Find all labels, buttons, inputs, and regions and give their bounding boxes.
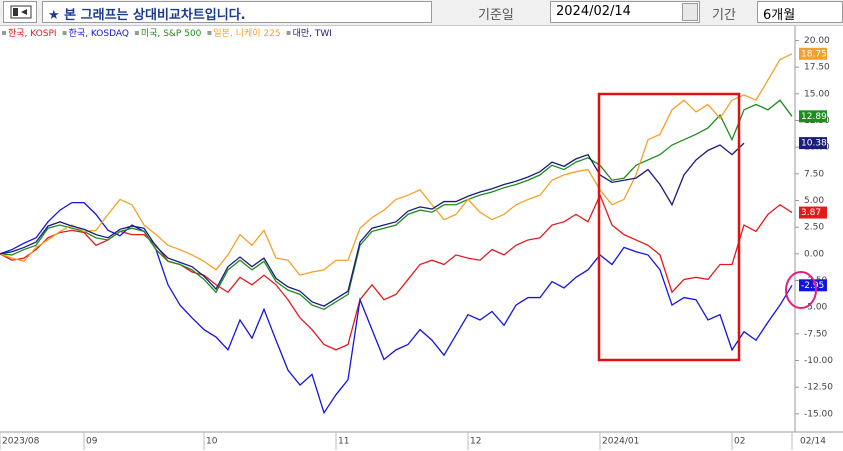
y-tick-label: 5.00 [804,196,824,206]
icon [10,5,32,19]
notice: ★ 본 그래프는 상대비교차트입니다. [42,1,432,23]
y-tick-label: -7.50 [804,329,828,339]
chart: 20.0017.5015.0012.5010.007.505.002.500.0… [0,26,843,450]
y-tick-label: 0.00 [804,249,824,259]
last-value-label: -2.95 [801,281,824,291]
legend-label: 미국, S&P 500 [141,28,202,39]
y-tick-label: -10.00 [804,356,833,366]
period-select[interactable]: 6개월 [757,1,843,23]
legend-label: 대만, TWI [293,28,332,39]
y-tick-label: -5.00 [804,303,828,313]
period-label: 기간 [712,8,736,23]
x-tick-label: 09 [86,437,98,447]
y-tick-label: -15.00 [804,409,833,419]
last-value-label: 12.89 [801,112,827,122]
y-tick-label: 17.50 [804,63,830,73]
legend-marker [134,31,139,35]
y-tick-label: 20.00 [804,36,830,46]
x-tick-label: 2024/01 [602,437,639,447]
last-value-tag [799,137,827,150]
x-tick-label: 11 [338,437,349,447]
x-tick-label: 10 [206,437,218,447]
legend-label: 일본, 니케이 225 [213,28,280,39]
y-tick-label: 15.00 [804,89,830,99]
highlight-box [597,92,741,362]
x-tick-label: 2023/08 [2,437,40,447]
series-line [0,53,793,276]
legend-label: 한국, KOSPI [8,28,57,39]
highlight-circle [785,271,817,309]
y-tick-label: 2.50 [804,223,824,233]
last-value-tag [799,279,827,292]
base-date-label: 기준일 [478,8,514,23]
legend-marker [286,31,291,35]
base-date-input[interactable]: 2024/02/14 [550,1,700,23]
last-value-label: 3.87 [801,208,821,218]
menu-icon[interactable] [3,1,37,23]
y-tick-label: 7.50 [804,169,824,179]
legend-label: 한국, KOSDAQ [69,28,129,39]
last-value-label: 10.38 [801,139,827,149]
legend-marker [207,31,212,35]
legend-marker [2,31,6,35]
last-value-label: 18.75 [801,49,827,59]
last-value-tag [799,47,827,60]
last-value-tag [799,110,827,123]
series-line [0,142,745,307]
last-value-tag [799,206,827,219]
series-line [0,99,793,311]
x-tick-label: 02/14 [800,437,826,447]
toolbar: ★ 본 그래프는 상대비교차트입니다. 기준일 2024/02/14 기간 6개… [0,0,843,26]
calendar-button[interactable] [682,3,698,21]
series-line [0,201,793,415]
x-tick-label: 02 [734,437,745,447]
y-tick-label: -12.50 [804,383,833,393]
legend-marker [62,31,67,35]
series-line [0,193,793,351]
x-tick-label: 12 [470,437,481,447]
